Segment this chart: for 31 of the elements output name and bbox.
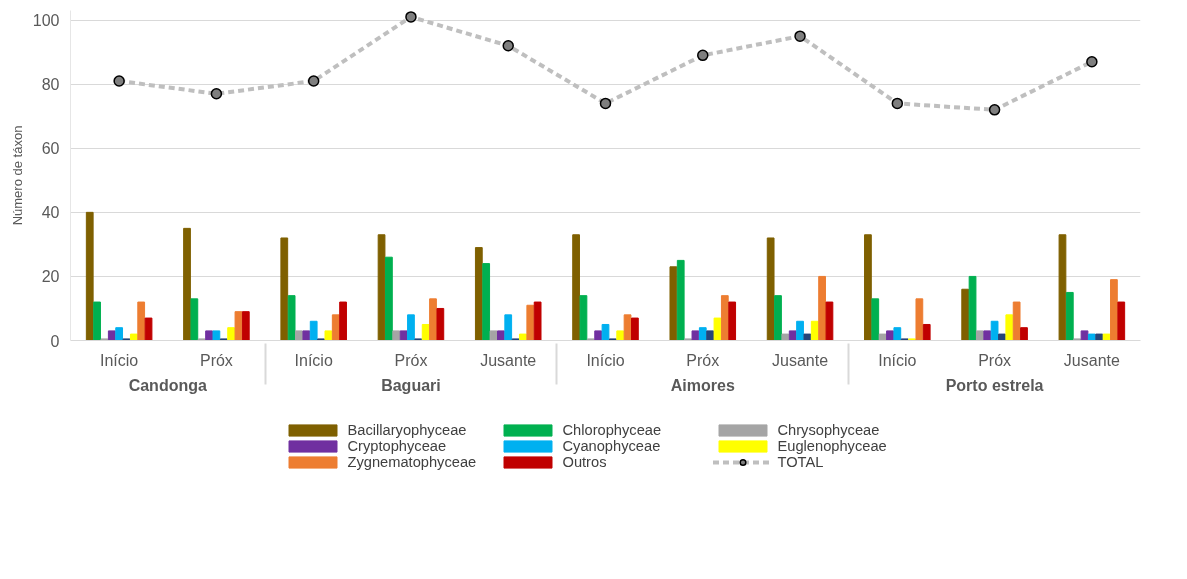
legend-label: Outros bbox=[562, 454, 608, 470]
category-label: Aimores bbox=[670, 376, 735, 394]
y-tick-label: 0 bbox=[50, 332, 60, 350]
category-label: Início bbox=[878, 351, 917, 369]
category-label: Jusante bbox=[1063, 351, 1120, 369]
category-label: Próx bbox=[394, 351, 428, 369]
category-label: Próx bbox=[686, 351, 720, 369]
legend-label: Cryptophyceae bbox=[347, 438, 448, 454]
category-label: Porto estrela bbox=[945, 376, 1044, 394]
y-tick-label: 20 bbox=[41, 268, 60, 286]
category-label: Candonga bbox=[128, 376, 207, 394]
category-label: Jusante bbox=[480, 351, 537, 369]
category-label: Próx bbox=[199, 351, 233, 369]
category-label: Jusante bbox=[772, 351, 829, 369]
legend-label: TOTAL bbox=[777, 454, 825, 470]
legend-label: Chrysophyceae bbox=[777, 422, 881, 438]
legend-label: Cyanophyceae bbox=[562, 438, 662, 454]
legend-label: Bacillaryophyceae bbox=[347, 422, 468, 438]
category-label: Início bbox=[294, 351, 333, 369]
legend-label: Chlorophyceae bbox=[562, 422, 663, 438]
category-label: Baguari bbox=[381, 376, 441, 394]
category-label: Início bbox=[586, 351, 625, 369]
y-tick-label: 60 bbox=[41, 140, 60, 158]
legend-label: Zygnematophyceae bbox=[347, 454, 478, 470]
y-tick-label: 100 bbox=[32, 12, 60, 30]
y-tick-label: 80 bbox=[41, 76, 60, 94]
category-label: Próx bbox=[978, 351, 1012, 369]
y-tick-label: 40 bbox=[41, 204, 60, 222]
category-label: Início bbox=[100, 351, 139, 369]
legend-label: Euglenophyceae bbox=[777, 438, 888, 454]
y-axis-title: Número de táxon bbox=[9, 125, 25, 226]
